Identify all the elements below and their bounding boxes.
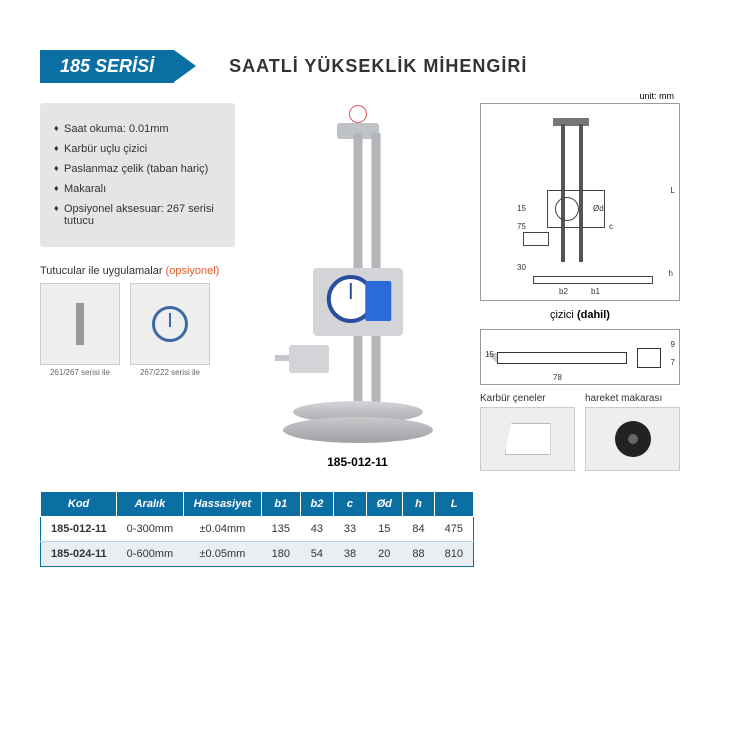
dim-b2: b2 xyxy=(559,287,568,296)
table-cell: 54 xyxy=(300,542,334,567)
table-header: Aralık xyxy=(117,492,183,517)
wheel-label: hareket makarası xyxy=(585,393,680,404)
spec-item: Paslanmaz çelik (taban hariç) xyxy=(54,163,221,175)
dim-75: 75 xyxy=(517,222,526,231)
jaw-label: Karbür çeneler xyxy=(480,393,575,404)
dim-30: 30 xyxy=(517,263,526,272)
table-header: h xyxy=(402,492,434,517)
table-cell: 84 xyxy=(402,517,434,542)
dim-od: Ød xyxy=(593,204,604,213)
scriber-title-bold: (dahil) xyxy=(577,309,610,321)
dim-h: h xyxy=(669,269,673,278)
table-header: c xyxy=(334,492,366,517)
jaw-image xyxy=(480,407,575,471)
table-header: L xyxy=(435,492,474,517)
table-cell: 185-012-11 xyxy=(41,517,117,542)
scriber-dim-h2: 9 xyxy=(671,340,675,349)
table-cell: 38 xyxy=(334,542,366,567)
table-cell: 475 xyxy=(435,517,474,542)
table-cell: 135 xyxy=(262,517,300,542)
scriber-dim-h1: 15 xyxy=(485,350,494,359)
table-header: Kod xyxy=(41,492,117,517)
table-cell: 20 xyxy=(366,542,402,567)
scriber-title-text: çizici xyxy=(550,309,577,321)
table-cell: 0-600mm xyxy=(117,542,183,567)
table-cell: 180 xyxy=(262,542,300,567)
spec-item: Saat okuma: 0.01mm xyxy=(54,123,221,135)
spec-item: Makaralı xyxy=(54,183,221,195)
application-item: 267/222 serisi ile xyxy=(130,283,210,377)
table-cell: 88 xyxy=(402,542,434,567)
dim-c: c xyxy=(609,222,613,231)
scriber-dim-h3: 7 xyxy=(671,358,675,367)
spec-list: Saat okuma: 0.01mm Karbür uçlu çizici Pa… xyxy=(40,103,235,247)
table-row: 185-012-110-300mm±0.04mm13543331584475 xyxy=(41,517,474,542)
table-cell: 185-024-11 xyxy=(41,542,117,567)
table-cell: 810 xyxy=(435,542,474,567)
unit-label: unit: mm xyxy=(639,91,674,101)
dim-L: L xyxy=(671,186,675,195)
application-label: 267/222 serisi ile xyxy=(130,368,210,377)
table-header: b1 xyxy=(262,492,300,517)
product-image xyxy=(263,103,453,453)
application-label: 261/267 serisi ile xyxy=(40,368,120,377)
apps-title-text: Tutucular ile uygulamalar xyxy=(40,265,166,277)
wheel-image xyxy=(585,407,680,471)
table-cell: 43 xyxy=(300,517,334,542)
dim-15: 15 xyxy=(517,204,526,213)
applications-row: 261/267 serisi ile 267/222 serisi ile xyxy=(40,283,235,377)
table-cell: 33 xyxy=(334,517,366,542)
spec-item: Opsiyonel aksesuar: 267 serisi tutucu xyxy=(54,203,221,227)
series-badge: 185 SERİSİ xyxy=(40,50,174,83)
scriber-title: çizici (dahil) xyxy=(480,309,680,321)
dim-b1: b1 xyxy=(591,287,600,296)
spec-table: KodAralıkHassasiyetb1b2cØdhL 185-012-110… xyxy=(40,491,474,567)
table-cell: 15 xyxy=(366,517,402,542)
table-header: b2 xyxy=(300,492,334,517)
product-code: 185-012-11 xyxy=(327,455,388,469)
apps-title-optional: (opsiyonel) xyxy=(166,265,220,277)
page-title: SAATLİ YÜKSEKLİK MİHENGİRİ xyxy=(229,56,527,77)
table-cell: ±0.05mm xyxy=(183,542,262,567)
header: 185 SERİSİ SAATLİ YÜKSEKLİK MİHENGİRİ xyxy=(40,50,710,83)
table-cell: ±0.04mm xyxy=(183,517,262,542)
dimension-diagram: L Ød c 15 75 30 b2 b1 h xyxy=(480,103,680,301)
table-header: Hassasiyet xyxy=(183,492,262,517)
spec-item: Karbür uçlu çizici xyxy=(54,143,221,155)
table-header: Ød xyxy=(366,492,402,517)
table-cell: 0-300mm xyxy=(117,517,183,542)
scriber-dim-len: 78 xyxy=(553,373,562,382)
scriber-diagram: 78 15 9 7 xyxy=(480,329,680,385)
application-item: 261/267 serisi ile xyxy=(40,283,120,377)
table-row: 185-024-110-600mm±0.05mm18054382088810 xyxy=(41,542,474,567)
applications-title: Tutucular ile uygulamalar (opsiyonel) xyxy=(40,265,235,277)
